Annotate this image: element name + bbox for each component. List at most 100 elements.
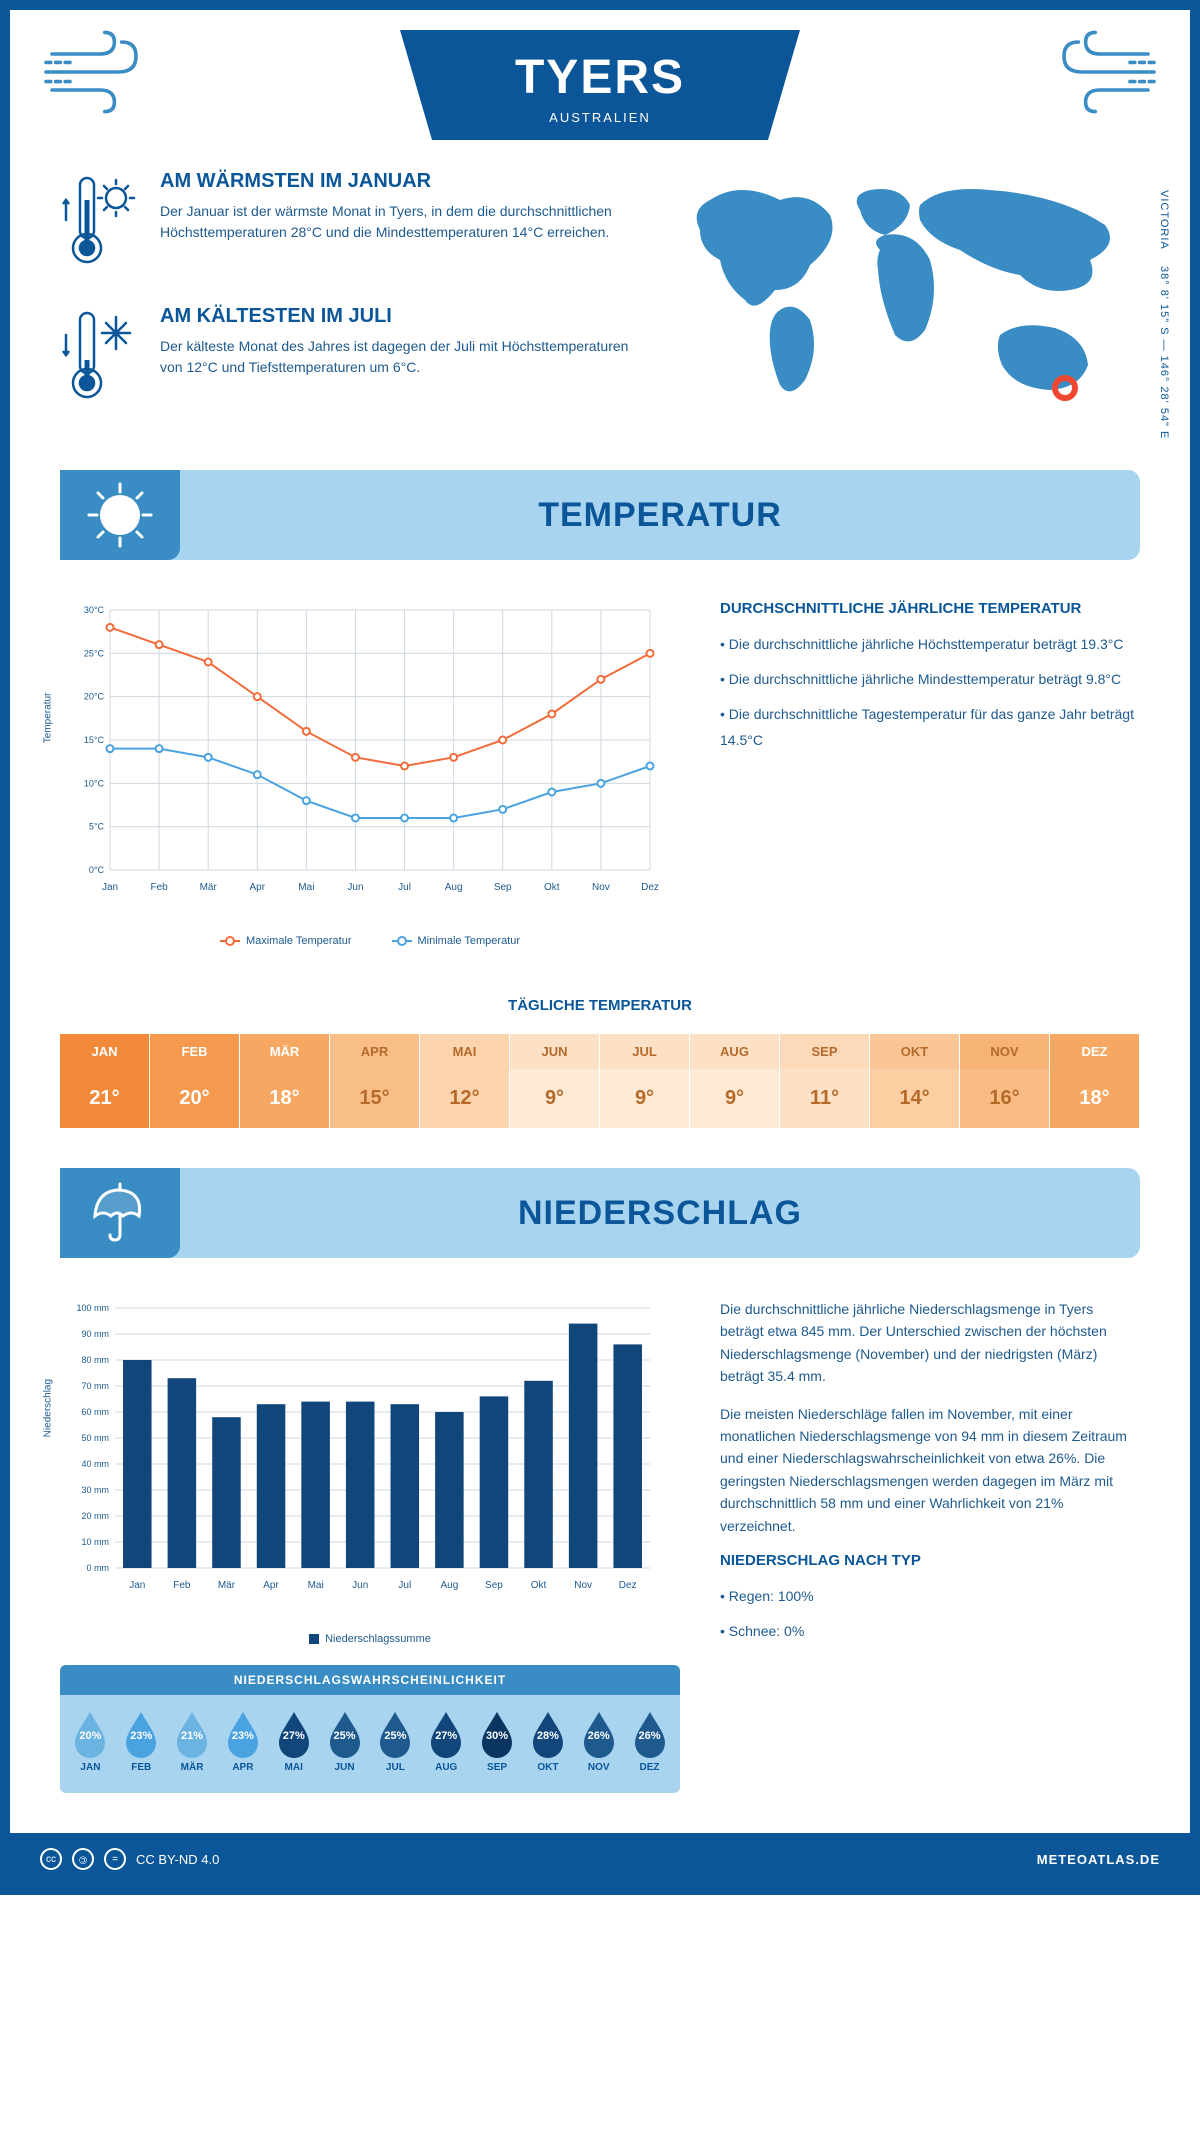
precip-chart-ylabel: Niederschlag (43, 1378, 54, 1436)
coord-lon: 146° 28' 54" E (1158, 356, 1170, 440)
svg-text:Nov: Nov (592, 882, 610, 893)
page-subtitle: AUSTRALIEN (460, 110, 740, 125)
svg-text:Jan: Jan (102, 882, 118, 893)
svg-text:Jun: Jun (352, 1580, 368, 1591)
raindrop-icon: 26% (631, 1710, 669, 1758)
thermometer-cold-icon (60, 305, 140, 410)
svg-text:30°C: 30°C (84, 605, 105, 615)
precip-prob-drops: 20% JAN 23% FEB 21% MÄR 23% APR 27% MAI … (60, 1695, 680, 1778)
svg-text:Feb: Feb (173, 1580, 191, 1591)
fact-coldest: AM KÄLTESTEN IM JULI Der kälteste Monat … (60, 305, 630, 410)
temp-legend: Maximale Temperatur Minimale Temperatur (60, 935, 680, 947)
legend-precip-swatch (309, 1634, 319, 1644)
legend-max-label: Maximale Temperatur (246, 935, 352, 947)
coord-sep: — (1158, 340, 1170, 352)
coord-region: VICTORIA (1158, 190, 1170, 250)
temp-section-title: TEMPERATUR (180, 496, 1140, 535)
raindrop-icon: 30% (478, 1710, 516, 1758)
precip-prob-panel: NIEDERSCHLAGSWAHRSCHEINLICHKEIT 20% JAN … (60, 1665, 680, 1793)
svg-text:Mär: Mär (218, 1580, 236, 1591)
svg-text:Aug: Aug (440, 1580, 458, 1591)
temp-content: Temperatur 0°C5°C10°C15°C20°C25°C30°CJan… (10, 560, 1190, 987)
daily-temp-cell: JUN 9° (510, 1034, 600, 1128)
temp-stats-heading: DURCHSCHNITTLICHE JÄHRLICHE TEMPERATUR (720, 600, 1140, 617)
daily-temp-cell: NOV 16° (960, 1034, 1050, 1128)
sun-icon (60, 470, 180, 560)
svg-text:30 mm: 30 mm (81, 1485, 109, 1495)
precip-type-item: • Schnee: 0% (720, 1619, 1140, 1644)
daily-temp-cell: DEZ 18° (1050, 1034, 1140, 1128)
precip-chart-col: Niederschlag 0 mm10 mm20 mm30 mm40 mm50 … (60, 1298, 680, 1793)
cc-icon: cc (40, 1848, 62, 1870)
precip-prob-cell: 28% OKT (522, 1710, 573, 1773)
svg-text:Mär: Mär (200, 882, 218, 893)
svg-text:20°C: 20°C (84, 692, 105, 702)
svg-text:Okt: Okt (531, 1580, 547, 1591)
precip-content: Niederschlag 0 mm10 mm20 mm30 mm40 mm50 … (10, 1258, 1190, 1833)
precip-prob-cell: 25% JUN (319, 1710, 370, 1773)
legend-max: Maximale Temperatur (220, 935, 352, 947)
daily-temp-cell: MÄR 18° (240, 1034, 330, 1128)
daily-temp-cell: FEB 20° (150, 1034, 240, 1128)
daily-temp-cell: APR 15° (330, 1034, 420, 1128)
temp-stat-item: • Die durchschnittliche Tagestemperatur … (720, 702, 1140, 752)
precip-prob-cell: 30% SEP (472, 1710, 523, 1773)
facts-column: AM WÄRMSTEN IM JANUAR Der Januar ist der… (60, 170, 630, 440)
legend-precip-label: Niederschlagssumme (325, 1633, 431, 1645)
nd-icon: = (104, 1848, 126, 1870)
legend-min-swatch (392, 940, 412, 942)
fact-warmest-text: Der Januar ist der wärmste Monat in Tyer… (160, 201, 630, 243)
precip-prob-cell: 23% FEB (116, 1710, 167, 1773)
fact-coldest-title: AM KÄLTESTEN IM JULI (160, 305, 630, 328)
footer: cc 🄯 = CC BY-ND 4.0 METEOATLAS.DE (10, 1833, 1190, 1885)
svg-text:80 mm: 80 mm (81, 1355, 109, 1365)
by-icon: 🄯 (72, 1848, 94, 1870)
precip-type-list: • Regen: 100% • Schnee: 0% (720, 1584, 1140, 1644)
fact-warmest-body: AM WÄRMSTEN IM JANUAR Der Januar ist der… (160, 170, 630, 275)
svg-text:Mai: Mai (298, 882, 314, 893)
svg-text:60 mm: 60 mm (81, 1407, 109, 1417)
svg-text:20 mm: 20 mm (81, 1511, 109, 1521)
precip-text-col: Die durchschnittliche jährliche Niedersc… (720, 1298, 1140, 1793)
daily-temp-cell: AUG 9° (690, 1034, 780, 1128)
precip-section-title: NIEDERSCHLAG (180, 1194, 1140, 1233)
raindrop-icon: 28% (529, 1710, 567, 1758)
svg-text:Apr: Apr (263, 1580, 279, 1591)
precip-prob-cell: 20% JAN (65, 1710, 116, 1773)
precip-section-banner: NIEDERSCHLAG (60, 1168, 1140, 1258)
svg-text:Jul: Jul (398, 882, 411, 893)
temp-stats-list: • Die durchschnittliche jährliche Höchst… (720, 632, 1140, 753)
temp-chart-col: Temperatur 0°C5°C10°C15°C20°C25°C30°CJan… (60, 600, 680, 947)
raindrop-icon: 27% (275, 1710, 313, 1758)
fact-warmest: AM WÄRMSTEN IM JANUAR Der Januar ist der… (60, 170, 630, 275)
map-column: VICTORIA 38° 8' 15" S — 146° 28' 54" E (660, 170, 1140, 440)
raindrop-icon: 25% (376, 1710, 414, 1758)
daily-temp-cell: MAI 12° (420, 1034, 510, 1128)
svg-text:Apr: Apr (249, 882, 265, 893)
svg-text:70 mm: 70 mm (81, 1381, 109, 1391)
wind-icon-left (40, 30, 160, 119)
precip-bar-chart: 0 mm10 mm20 mm30 mm40 mm50 mm60 mm70 mm8… (60, 1298, 660, 1618)
temp-text-col: DURCHSCHNITTLICHE JÄHRLICHE TEMPERATUR •… (720, 600, 1140, 947)
raindrop-icon: 21% (173, 1710, 211, 1758)
precip-chart: Niederschlag 0 mm10 mm20 mm30 mm40 mm50 … (60, 1298, 680, 1623)
footer-license: cc 🄯 = CC BY-ND 4.0 (40, 1848, 219, 1870)
svg-text:0°C: 0°C (89, 865, 105, 875)
legend-precip: Niederschlagssumme (309, 1633, 431, 1645)
svg-text:90 mm: 90 mm (81, 1329, 109, 1339)
svg-text:Jan: Jan (129, 1580, 145, 1591)
license-label: CC BY-ND 4.0 (136, 1852, 219, 1867)
svg-text:Okt: Okt (544, 882, 560, 893)
precip-type-item: • Regen: 100% (720, 1584, 1140, 1609)
svg-text:25°C: 25°C (84, 648, 105, 658)
precip-text-1: Die durchschnittliche jährliche Niedersc… (720, 1298, 1140, 1388)
svg-text:50 mm: 50 mm (81, 1433, 109, 1443)
precip-prob-cell: 27% MAI (268, 1710, 319, 1773)
temp-chart: Temperatur 0°C5°C10°C15°C20°C25°C30°CJan… (60, 600, 680, 925)
coord-lat: 38° 8' 15" S (1158, 266, 1170, 336)
page-container: TYERS AUSTRALIEN AM WÄRMSTEN IM JANUAR D… (0, 0, 1200, 1895)
wind-icon-right (1040, 30, 1160, 119)
legend-max-swatch (220, 940, 240, 942)
daily-temp-cell: JUL 9° (600, 1034, 690, 1128)
raindrop-icon: 26% (580, 1710, 618, 1758)
